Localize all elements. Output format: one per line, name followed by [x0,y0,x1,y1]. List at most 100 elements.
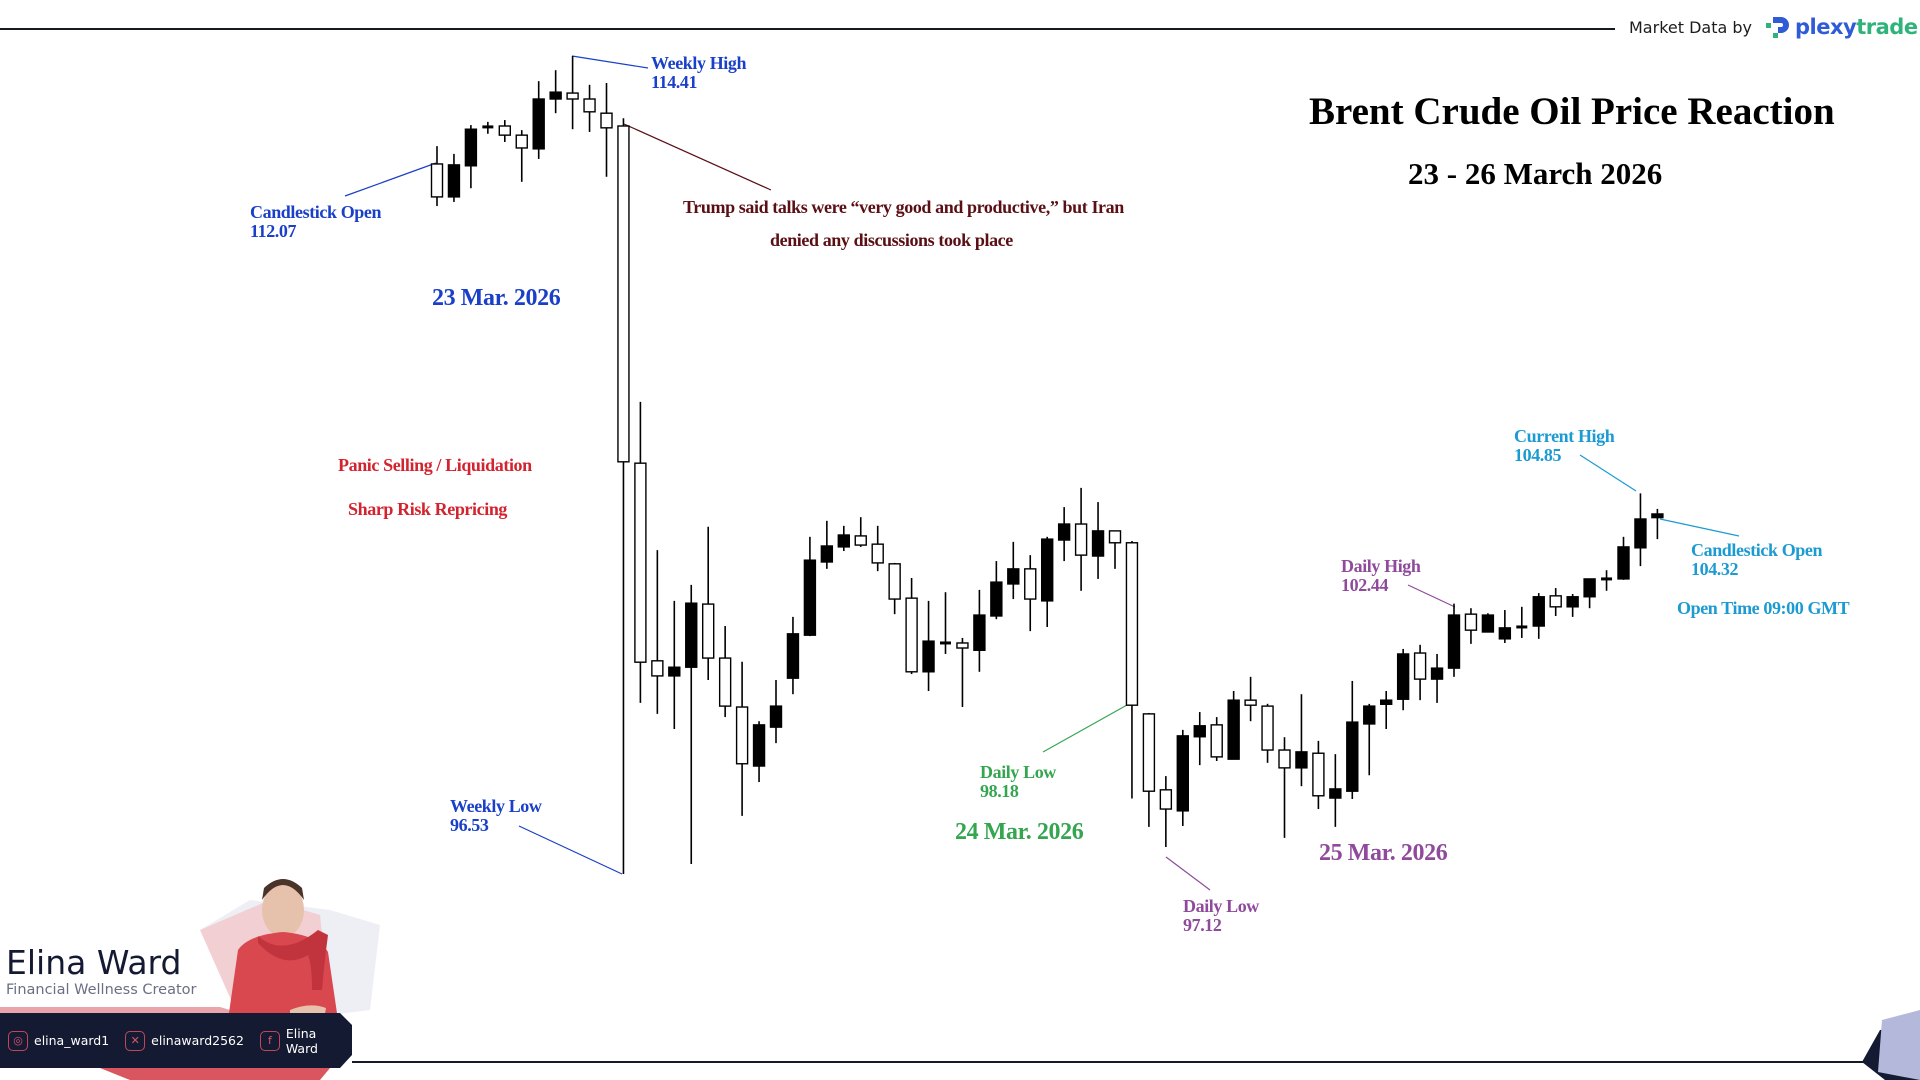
value: 104.85 [1514,444,1562,465]
candle [685,584,698,864]
candle-body-bearish [1125,542,1139,706]
candle [482,121,494,134]
candle-body-bullish [1346,721,1359,792]
candle-body-bearish [1108,530,1122,544]
candle-body-bullish [1481,614,1495,633]
leader-line-current-high [1579,454,1637,492]
candle [820,520,834,569]
social-x[interactable]: ✕ elinaward2562 [125,1030,244,1051]
candle-body-bearish [1074,523,1088,556]
candle [1176,729,1190,826]
candlestick-open-now-annotation: Candlestick Open 104.32 [1691,540,1823,579]
label: Daily Low [1183,896,1259,916]
date-label-24-mar: 24 Mar. 2026 [955,819,1084,845]
candle [1007,541,1020,600]
candle [769,680,783,744]
candle [956,637,969,708]
candle [1091,502,1105,579]
value: 97.12 [1183,914,1222,935]
candle-body-bullish [769,705,783,728]
candle-body-bearish [1210,724,1223,758]
candle-body-bearish [702,603,715,659]
x-icon: ✕ [125,1030,146,1051]
candle [1227,691,1240,760]
candle [1549,588,1562,616]
candle-body-bullish [1532,596,1545,627]
candle-body-bullish [1447,614,1461,669]
candle [905,578,918,675]
candle [1278,737,1291,838]
candle [617,118,630,875]
candle [973,589,986,672]
candle [1329,754,1342,827]
social-handle: elina_ward1 [34,1033,110,1048]
candle-body-bullish [1295,751,1308,769]
candle-body-bearish [1312,752,1325,797]
date-label-25-mar: 25 Mar. 2026 [1319,840,1448,866]
candle [1464,608,1478,644]
candle [1159,776,1173,848]
candle [1363,703,1376,776]
candle [1651,508,1664,540]
value: 112.07 [250,220,297,241]
candle-body-bearish [888,563,901,600]
candle [634,401,647,703]
candle [583,84,596,132]
candle-body-bullish [1651,513,1664,519]
candle [786,616,800,695]
candle-body-bullish [549,91,562,100]
leader-line-weekly-high [571,55,649,69]
daily-low-25-annotation: Daily Low 97.12 [1183,897,1259,935]
candle [990,561,1003,620]
candle [1601,570,1613,591]
candle [1447,603,1461,677]
candle [735,661,749,816]
candle [940,592,951,654]
social-instagram[interactable]: ◎ elina_ward1 [8,1030,110,1051]
candle-body-bearish [617,125,630,463]
candle-body-bullish [973,614,986,651]
candle-body-bearish [430,163,444,198]
candle [888,562,901,615]
candle-body-bullish [1498,627,1512,640]
candle-body-bullish [786,633,800,679]
candle [651,550,664,714]
candle-body-bearish [956,642,969,649]
candle [1074,487,1088,591]
candle-body-bullish [1176,735,1190,812]
candle [447,153,461,202]
candle-body-bullish [1566,596,1579,608]
candle-body-bullish [532,98,545,150]
candle-body-bearish [905,597,918,673]
social-facebook[interactable]: f Elina Ward [259,1026,352,1056]
candle-body-bearish [566,92,579,100]
candle [1532,593,1545,639]
candle [1125,540,1139,799]
candle [803,536,817,637]
candle-body-bearish [1142,713,1156,792]
news-annotation-line2: denied any discussions took place [770,230,1013,250]
candle [1024,555,1037,632]
candle-body-bearish [1278,749,1291,769]
candle-body-bullish [464,128,478,167]
candle [566,56,579,130]
label: Candlestick Open [1691,540,1823,560]
candle [498,120,511,143]
label: Weekly Low [450,796,542,816]
candle [1312,740,1325,810]
value: 98.18 [980,780,1019,801]
candle [854,517,867,547]
candle [1193,712,1206,766]
candle-body-bullish [668,666,681,677]
candle-body-bullish [1363,705,1376,725]
candle [1583,578,1596,609]
candle-body-bearish [1024,568,1037,600]
candle-body-bullish [1634,518,1647,549]
label: Candlestick Open [250,202,382,222]
label: Daily Low [980,762,1056,782]
logo-text-plexy: plexy [1795,15,1857,39]
current-high-annotation: Current High 104.85 [1514,427,1615,465]
chart-subtitle: 23 - 26 March 2026 [1408,156,1663,191]
instagram-icon: ◎ [8,1030,28,1051]
